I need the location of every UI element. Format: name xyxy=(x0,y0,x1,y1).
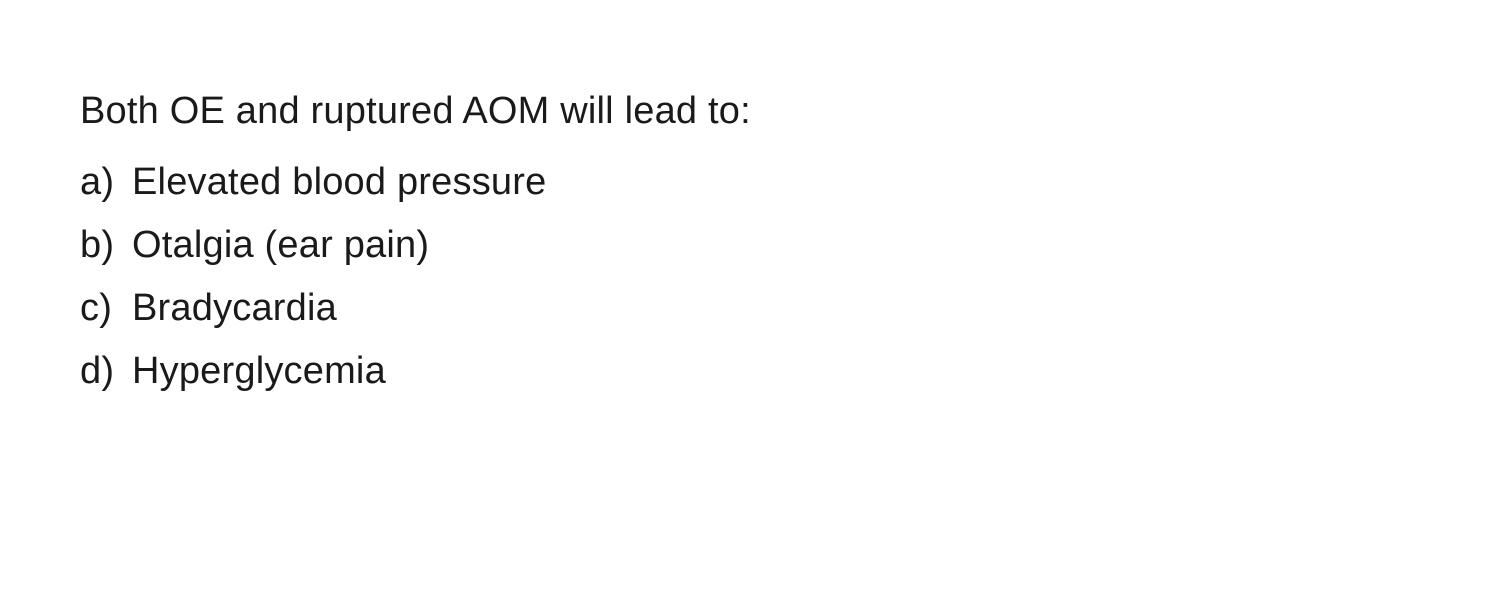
option-a: a) Elevated blood pressure xyxy=(80,161,1420,204)
option-letter: b) xyxy=(80,224,132,267)
question-stem: Both OE and ruptured AOM will lead to: xyxy=(80,90,1420,133)
option-d: d) Hyperglycemia xyxy=(80,350,1420,393)
option-letter: a) xyxy=(80,161,132,204)
options-list: a) Elevated blood pressure b) Otalgia (e… xyxy=(80,161,1420,393)
option-text: Otalgia (ear pain) xyxy=(132,224,1420,267)
option-letter: d) xyxy=(80,350,132,393)
option-text: Elevated blood pressure xyxy=(132,161,1420,204)
option-text: Bradycardia xyxy=(132,287,1420,330)
option-text: Hyperglycemia xyxy=(132,350,1420,393)
option-c: c) Bradycardia xyxy=(80,287,1420,330)
option-letter: c) xyxy=(80,287,132,330)
option-b: b) Otalgia (ear pain) xyxy=(80,224,1420,267)
